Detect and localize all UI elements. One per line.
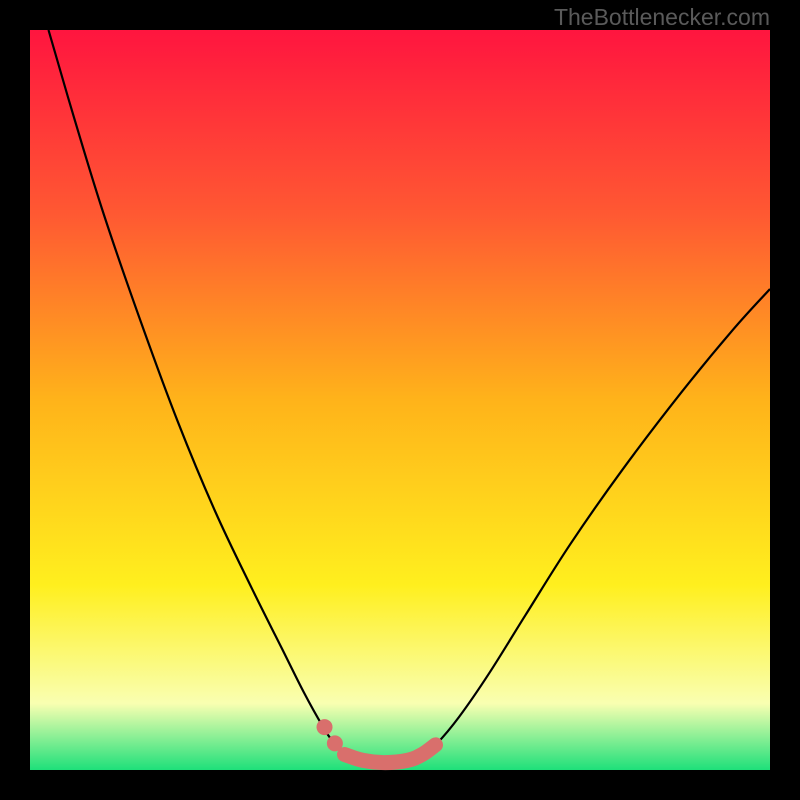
watermark-text: TheBottlenecker.com xyxy=(554,4,770,31)
plot-area xyxy=(30,30,770,770)
chart-container: { "chart": { "type": "line", "canvas": {… xyxy=(0,0,800,800)
